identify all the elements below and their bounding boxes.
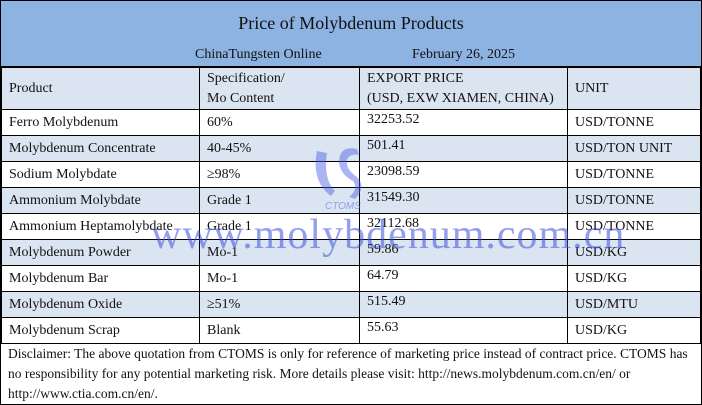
product-cell: Molybdenum Bar [1, 265, 200, 292]
header-product: Product [1, 67, 200, 110]
header-spec-line1: Specification/ [207, 70, 285, 86]
unit-cell: USD/TONNE [567, 213, 701, 240]
header-unit: UNIT [567, 67, 701, 110]
date-label: February 26, 2025 [412, 47, 516, 62]
spec-cell: 60% [199, 109, 360, 136]
price-cell: 501.41 [359, 135, 568, 162]
spec-cell: Mo-1 [199, 239, 360, 266]
table-row: Molybdenum Concentrate 40-45% 501.41 USD/TO… [1, 135, 701, 162]
spec-cell: ≥51% [199, 291, 360, 318]
product-cell: Molybdenum Oxide [1, 291, 200, 318]
spec-cell: Grade 1 [199, 187, 360, 214]
product-cell: Ammonium Molybdate [1, 187, 200, 214]
price-cell: 31549.30 [359, 187, 568, 214]
spec-cell: ≥98% [199, 161, 360, 188]
price-cell: 55.63 [359, 317, 568, 344]
price-cell: 32112.68 [359, 213, 568, 240]
spec-cell: Mo-1 [199, 265, 360, 292]
header-row: Product Specification/Mo Content EXPORT … [1, 67, 701, 110]
spec-cell: Grade 1 [199, 213, 360, 240]
header-spec: Specification/Mo Content [199, 67, 360, 110]
unit-cell: USD/KG [567, 317, 701, 344]
unit-cell: USD/KG [567, 239, 701, 266]
price-cell: 515.49 [359, 291, 568, 318]
table-row: Ferro Molybdenum 60% 32253.52 USD/TONNE [1, 109, 701, 136]
table-row: Sodium Molybdate ≥98% 23098.59 USD/TONNE [1, 161, 701, 188]
header-spec-line2: Mo Content [207, 90, 275, 106]
product-cell: Molybdenum Concentrate [1, 135, 200, 162]
table-row: Molybdenum Bar Mo-1 64.79 USD/KG [1, 265, 701, 292]
price-cell: 59.86 [359, 239, 568, 266]
spec-cell: 40-45% [199, 135, 360, 162]
unit-cell: USD/MTU [567, 291, 701, 318]
price-cell: 64.79 [359, 265, 568, 292]
source-label: ChinaTungsten Online [195, 47, 322, 62]
disclaimer-text: Disclaimer: The above quotation from CTO… [8, 346, 688, 401]
title-banner: Price of Molybdenum Products ChinaTungst… [1, 1, 701, 67]
header-price-line1: EXPORT PRICE [367, 70, 464, 86]
header-price: EXPORT PRICE (USD, EXW XIAMEN, CHINA) [359, 67, 568, 110]
header-price-line2: (USD, EXW XIAMEN, CHINA) [367, 90, 554, 106]
page-title: Price of Molybdenum Products [238, 13, 464, 33]
price-table: Product Specification/Mo Content EXPORT … [1, 67, 701, 344]
table-row: Ammonium Heptamolybdate Grade 1 32112.68 US… [1, 213, 701, 240]
table-row: Molybdenum Powder Mo-1 59.86 USD/KG [1, 239, 701, 266]
unit-cell: USD/TONNE [567, 109, 701, 136]
unit-cell: USD/KG [567, 265, 701, 292]
unit-cell: USD/TONNE [567, 161, 701, 188]
table-row: Molybdenum Scrap Blank 55.63 USD/KG [1, 317, 701, 344]
table-row: Molybdenum Oxide ≥51% 515.49 USD/MTU [1, 291, 701, 318]
spec-cell: Blank [199, 317, 360, 344]
product-cell: Ammonium Heptamolybdate [1, 213, 200, 240]
unit-cell: USD/TON UNIT [567, 135, 701, 162]
product-cell: Sodium Molybdate [1, 161, 200, 188]
price-cell: 23098.59 [359, 161, 568, 188]
product-cell: Molybdenum Scrap [1, 317, 200, 344]
price-cell: 32253.52 [359, 109, 568, 136]
product-cell: Ferro Molybdenum [1, 109, 200, 136]
unit-cell: USD/TONNE [567, 187, 701, 214]
table-row: Ammonium Molybdate Grade 1 31549.30 USD/TON… [1, 187, 701, 214]
product-cell: Molybdenum Powder [1, 239, 200, 266]
